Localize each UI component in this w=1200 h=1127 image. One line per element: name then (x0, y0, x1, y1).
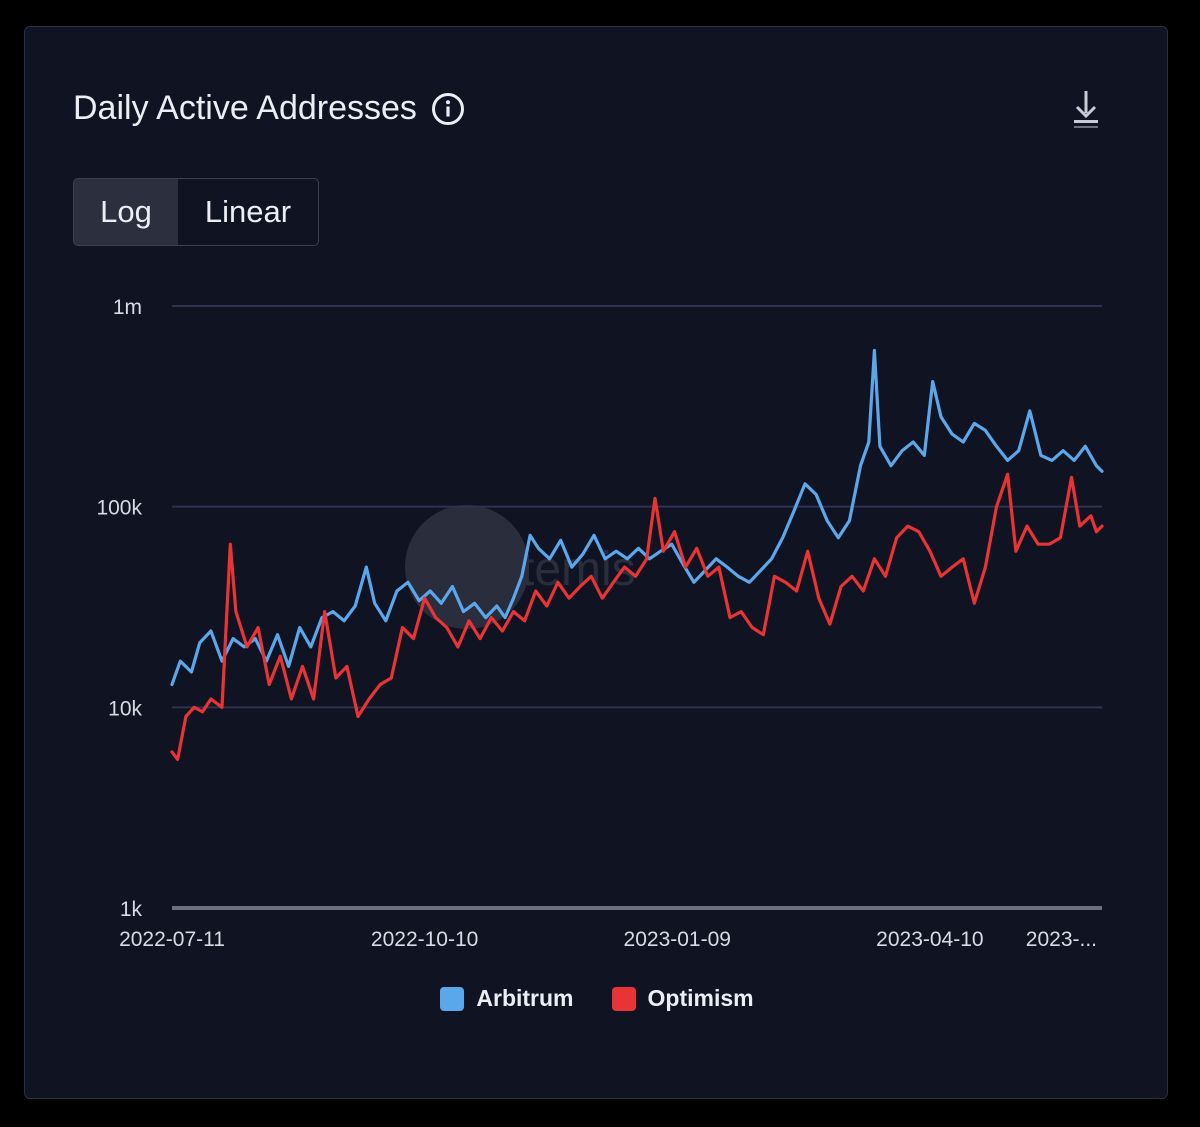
y-tick-label: 100k (96, 497, 142, 520)
y-axis: 1k 10k 100k 1m (96, 296, 142, 921)
chart-title: Daily Active Addresses (73, 89, 417, 127)
download-icon[interactable] (1069, 89, 1103, 131)
artemis-watermark: Artemis (405, 505, 636, 629)
y-tick-label: 10k (108, 697, 142, 720)
chart-card: Daily Active Addresses Log Linear Artemi… (24, 26, 1168, 1099)
legend-item-optimism[interactable]: Optimism (611, 985, 754, 1012)
y-tick-label: 1k (120, 898, 143, 921)
series-line-optimism (170, 472, 1104, 761)
series-line-arbitrum (170, 348, 1104, 687)
chart-header: Daily Active Addresses (73, 89, 465, 128)
legend-swatch-arbitrum (440, 986, 465, 1011)
linear-scale-button[interactable]: Linear (204, 194, 292, 229)
chart-series (170, 348, 1104, 761)
chart-legend: Arbitrum Optimism (25, 985, 1169, 1012)
legend-label-optimism: Optimism (647, 985, 754, 1011)
line-chart: Artemis 1k 10k 100k 1m 2022-07-11 2022-10-10… (96, 296, 1104, 951)
x-tick-label: 2022-07-11 (119, 928, 225, 951)
x-tick-label: 2023-01-09 (624, 928, 731, 951)
legend-item-arbitrum[interactable]: Arbitrum (440, 985, 574, 1012)
chart-grid (172, 305, 1102, 910)
legend-label-arbitrum: Arbitrum (476, 985, 574, 1011)
legend-swatch-optimism (611, 986, 636, 1011)
scale-toggle: Log Linear (73, 178, 319, 246)
x-tick-label: 2022-10-10 (371, 928, 478, 951)
x-axis: 2022-07-11 2022-10-10 2023-01-09 2023-04-10… (119, 928, 1097, 951)
x-tick-label: 2023-04-10 (876, 928, 983, 951)
y-tick-label: 1m (113, 296, 142, 319)
x-tick-label: 2023-... (1026, 928, 1097, 951)
info-circle-icon[interactable] (431, 92, 465, 126)
log-scale-button[interactable]: Log (74, 179, 178, 245)
